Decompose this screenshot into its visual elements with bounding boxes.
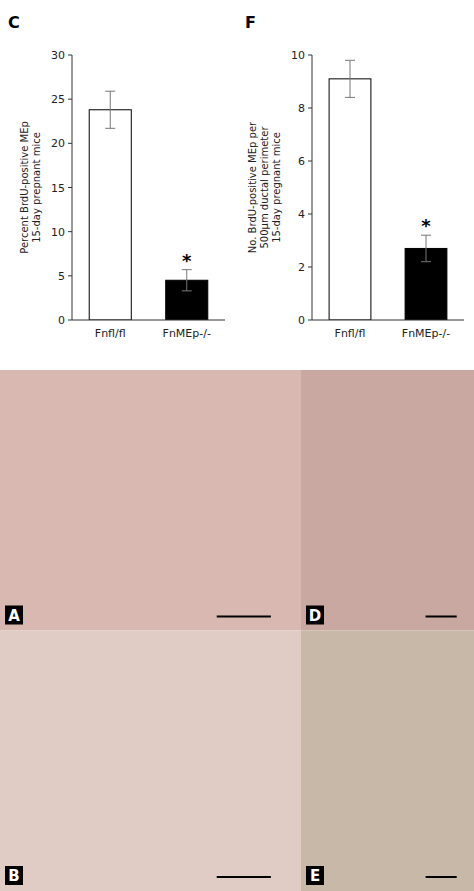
error-cap xyxy=(105,128,115,129)
y-tick xyxy=(308,267,312,268)
error-bar xyxy=(421,235,431,262)
y-tick-label: 0 xyxy=(58,314,65,327)
x-axis xyxy=(312,320,464,321)
y-tick-label: 25 xyxy=(51,93,65,106)
y-tick xyxy=(308,320,312,321)
panel-label: E xyxy=(310,867,320,885)
y-tick xyxy=(308,161,312,162)
x-tick-label: FnMEp-/- xyxy=(402,327,450,340)
y-tick-label: 30 xyxy=(51,49,65,62)
error-stem xyxy=(426,235,427,262)
image-panel: D xyxy=(301,370,474,631)
background xyxy=(0,0,474,891)
y-tick xyxy=(308,55,312,56)
y-tick-label: 2 xyxy=(298,261,305,274)
y-tick xyxy=(68,231,72,232)
image-placeholder xyxy=(301,370,474,631)
error-stem xyxy=(186,270,187,291)
bar xyxy=(329,79,371,320)
scale-bar xyxy=(217,616,271,618)
error-cap xyxy=(182,290,192,291)
image-panel: A xyxy=(0,370,301,631)
annotation: * xyxy=(421,215,431,236)
y-axis xyxy=(312,55,313,320)
annotation: * xyxy=(182,250,192,271)
error-cap xyxy=(345,60,355,61)
image-placeholder xyxy=(0,370,301,631)
y-tick-label: 10 xyxy=(51,226,65,239)
y-tick xyxy=(68,99,72,100)
image-placeholder xyxy=(301,631,474,891)
y-tick xyxy=(68,320,72,321)
y-tick-label: 6 xyxy=(298,155,305,168)
error-cap xyxy=(345,97,355,98)
bar-chart: F 0 2 4 6 8 10 No. BrdU-positive MEp per500μm d… xyxy=(245,13,464,340)
error-stem xyxy=(350,60,351,97)
y-tick xyxy=(308,108,312,109)
y-tick-label: 5 xyxy=(58,270,65,283)
y-tick-label: 8 xyxy=(298,102,305,115)
y-tick-label: 4 xyxy=(298,208,305,221)
y-tick-label: 15 xyxy=(51,182,65,195)
scale-bar xyxy=(217,876,271,878)
scale-bar xyxy=(426,876,457,878)
error-cap xyxy=(421,261,431,262)
error-bar xyxy=(105,91,115,128)
y-tick-label: 20 xyxy=(51,137,65,150)
y-tick xyxy=(68,275,72,276)
error-bar xyxy=(345,60,355,97)
image-panel: B xyxy=(0,631,301,891)
scale-bar xyxy=(426,616,457,618)
y-tick-label: 10 xyxy=(291,49,305,62)
error-stem xyxy=(110,91,111,128)
error-bar xyxy=(182,270,192,291)
figure: C051015202530Percent BrdU-positive MEp15… xyxy=(0,0,474,891)
panel-label: D xyxy=(309,607,321,625)
x-tick-label: FnMEp-/- xyxy=(163,327,211,340)
y-tick xyxy=(308,214,312,215)
panel-label: C xyxy=(8,13,20,32)
y-tick xyxy=(68,187,72,188)
panel-label-box xyxy=(306,606,324,625)
bar xyxy=(89,110,131,320)
y-tick xyxy=(68,55,72,56)
y-tick xyxy=(68,143,72,144)
image-panel: E xyxy=(301,631,474,891)
x-tick-label: Fnfl/fl xyxy=(335,327,366,340)
image-placeholder xyxy=(0,631,301,891)
error-cap xyxy=(105,91,115,92)
y-axis-label: Percent BrdU-positive MEp15-day prepnant… xyxy=(19,121,42,254)
marks xyxy=(89,91,208,320)
panel-label: F xyxy=(245,13,256,32)
panel-label-box xyxy=(5,606,23,625)
panel-label-box xyxy=(306,866,324,885)
panel-label-box xyxy=(5,866,23,885)
y-axis xyxy=(72,55,73,320)
y-axis-label: No. BrdU-positive MEp per500μm ductal pe… xyxy=(247,121,282,253)
y-tick-label: 0 xyxy=(298,314,305,327)
bar-chart: C 0 5 10 15 20 25 30 Percent BrdU-positive MEp15… xyxy=(8,13,225,340)
panel-label: A xyxy=(8,607,20,625)
marks xyxy=(329,60,447,320)
x-axis xyxy=(72,320,225,321)
x-tick-label: Fnfl/fl xyxy=(95,327,126,340)
panel-label: B xyxy=(8,867,19,885)
